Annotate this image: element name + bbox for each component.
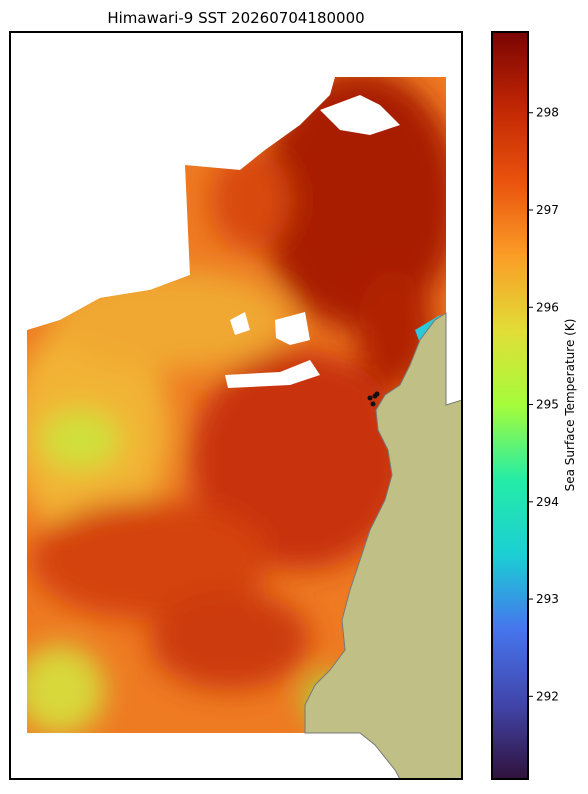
colorbar-tick-label: 295 (536, 398, 559, 412)
colorbar-tick-label: 297 (536, 203, 559, 217)
colorbar-tick-label: 292 (536, 689, 559, 703)
colorbar-tick-label: 298 (536, 106, 559, 120)
map-frame (9, 31, 463, 780)
colorbar (491, 31, 529, 780)
colorbar-label: Sea Surface Temperature (K) (563, 319, 577, 492)
colorbar-tick-label: 293 (536, 592, 559, 606)
map-title: Himawari-9 SST 20260704180000 (107, 9, 364, 27)
colorbar-tick-label: 294 (536, 495, 559, 509)
stations (367, 391, 380, 407)
colorbar-tick-label: 296 (536, 300, 559, 314)
land (304, 312, 463, 780)
